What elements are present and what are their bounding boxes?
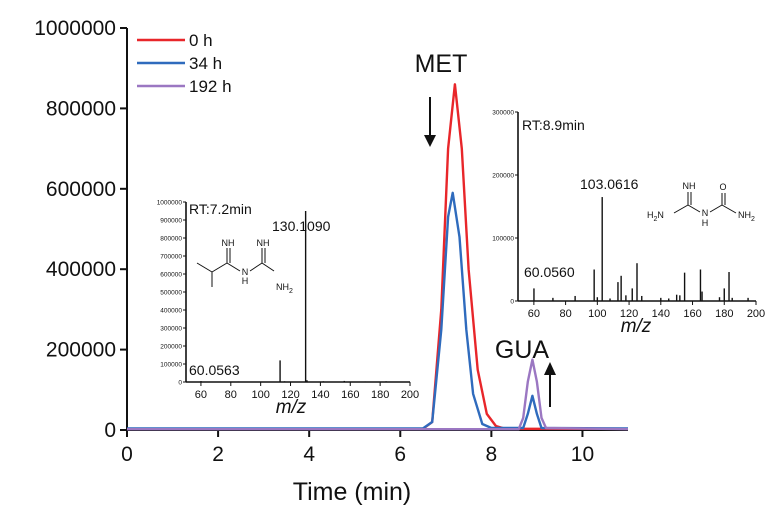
main-x-tick-label-4: 4 (303, 443, 315, 466)
legend-label-34-h: 34 h (189, 54, 222, 73)
series-line-34-h (127, 191, 629, 430)
inset2-x-tick-label-120: 120 (620, 308, 638, 320)
inset1-y-tick-label-200000: 200000 (160, 344, 182, 351)
inset1-x-tick-label-140: 140 (311, 389, 329, 401)
metformin-nh2: NH2 (276, 282, 293, 295)
main-x-axis-title: Time (min) (293, 478, 412, 506)
inset1-x-tick-label-160: 160 (341, 389, 359, 401)
inset2-x-tick-label-200: 200 (747, 308, 765, 320)
guanylurea-nh2: NH2 (738, 210, 755, 223)
inset2-rt-label: RT:8.9min (522, 117, 585, 133)
main-x-tick-label-6: 6 (394, 443, 406, 466)
inset2-y-tick-label-300000: 300000 (492, 110, 514, 117)
inset1-x-tick-label-60: 60 (195, 389, 207, 401)
metformin-structure (196, 248, 275, 287)
inset2-x-tick-label-160: 160 (683, 308, 701, 320)
inset1-y-tick-label-300000: 300000 (160, 326, 182, 333)
guanylurea-oxygen: O (719, 182, 726, 192)
inset1-y-tick-label-400000: 400000 (160, 308, 182, 315)
met-label: MET (415, 50, 468, 78)
inset1-peaks (200, 211, 404, 382)
inset1-y-tick-label-100000: 100000 (160, 362, 182, 369)
inset1-x-tick-label-120: 120 (281, 389, 299, 401)
guanylurea-imine: NH (683, 181, 696, 191)
inset2-y-tick-label-200000: 200000 (492, 173, 514, 180)
inset2-x-tick-label-100: 100 (588, 308, 606, 320)
inset1-x-tick-label-100: 100 (251, 389, 269, 401)
main-x-ticks: 0 2 4 6 8 10 (121, 430, 594, 466)
inset2-y-ticks: 0 100000 200000 300000 (492, 110, 518, 306)
inset-ms-rt-7-2: 60 80 100 120 140 160 180 200 0 100000 200000 3000… (157, 200, 419, 419)
inset2-peaks (533, 197, 749, 301)
inset-ms-rt-8-9: 60 80 100 120 140 160 180 200 0 100000 200000 3000… (492, 110, 765, 338)
inset1-mz-label: m/z (276, 397, 307, 418)
guanylurea-h2n: H2N (647, 210, 664, 223)
inset2-peak-label-103-0616: 103.0616 (580, 176, 639, 192)
guanylurea-h: H (702, 218, 709, 228)
main-y-ticks: 0 200000 400000 600000 800000 1000000 (34, 17, 127, 442)
metformin-h: H (242, 276, 249, 286)
guanylurea-n: N (702, 208, 709, 218)
inset1-y-tick-label-1000000: 1000000 (157, 200, 183, 207)
main-y-tick-label-400000: 400000 (46, 258, 116, 281)
guanylurea-structure (673, 192, 737, 214)
inset2-mz-label: m/z (621, 316, 652, 337)
inset1-peak-label-130-1090: 130.1090 (272, 218, 331, 234)
met-arrow (424, 97, 436, 147)
main-y-tick-label-800000: 800000 (46, 97, 116, 120)
gua-label: GUA (495, 336, 550, 364)
metformin-imine-1: NH (222, 238, 235, 248)
main-series-lines (127, 83, 629, 431)
main-y-tick-label-0: 0 (104, 419, 116, 442)
inset1-rt-label: RT:7.2min (189, 201, 252, 217)
inset1-x-tick-label-180: 180 (371, 389, 389, 401)
inset1-x-tick-label-80: 80 (225, 389, 237, 401)
inset1-y-tick-label-0: 0 (178, 380, 182, 387)
main-x-tick-label-2: 2 (212, 443, 224, 466)
inset2-peak-label-60-0560: 60.0560 (524, 264, 575, 280)
legend: 0 h 34 h 192 h (137, 31, 232, 96)
inset1-peak-label-60-0563: 60.0563 (189, 362, 240, 378)
legend-label-192-h: 192 h (189, 77, 232, 96)
metformin-n: N (242, 267, 249, 277)
inset1-y-tick-label-800000: 800000 (160, 236, 182, 243)
inset1-y-tick-label-900000: 900000 (160, 218, 182, 225)
series-line-192-h (127, 358, 629, 431)
main-y-tick-label-600000: 600000 (46, 178, 116, 201)
main-x-tick-label-10: 10 (571, 443, 594, 466)
inset2-y-tick-label-100000: 100000 (492, 236, 514, 243)
inset1-x-tick-label-200: 200 (401, 389, 419, 401)
inset2-x-tick-label-180: 180 (715, 308, 733, 320)
inset1-y-tick-label-500000: 500000 (160, 290, 182, 297)
main-chart: 0 2 4 6 8 10 02000004000006000008000001000000… (34, 17, 629, 506)
gua-arrow (544, 362, 556, 407)
inset1-y-tick-label-700000: 700000 (160, 254, 182, 261)
inset2-x-ticks: 60 80 100 120 140 160 180 200 (528, 301, 765, 320)
legend-label-0-h: 0 h (189, 31, 213, 50)
main-y-tick-label-1000000: 1000000 (34, 17, 116, 40)
inset2-x-tick-label-140: 140 (652, 308, 670, 320)
inset2-x-tick-label-60: 60 (528, 308, 540, 320)
metformin-imine-2: NH (257, 238, 270, 248)
inset2-x-tick-label-80: 80 (559, 308, 571, 320)
main-x-tick-label-0: 0 (121, 443, 133, 466)
inset2-y-tick-label-0: 0 (510, 299, 514, 306)
inset1-y-ticks: 0 100000 200000 300000 400000 500000 600000 700… (157, 200, 186, 387)
inset1-x-ticks: 60 80 100 120 140 160 180 200 (195, 382, 419, 401)
main-x-tick-label-8: 8 (486, 443, 498, 466)
inset1-y-tick-label-600000: 600000 (160, 272, 182, 279)
main-y-tick-label-200000: 200000 (46, 339, 116, 362)
